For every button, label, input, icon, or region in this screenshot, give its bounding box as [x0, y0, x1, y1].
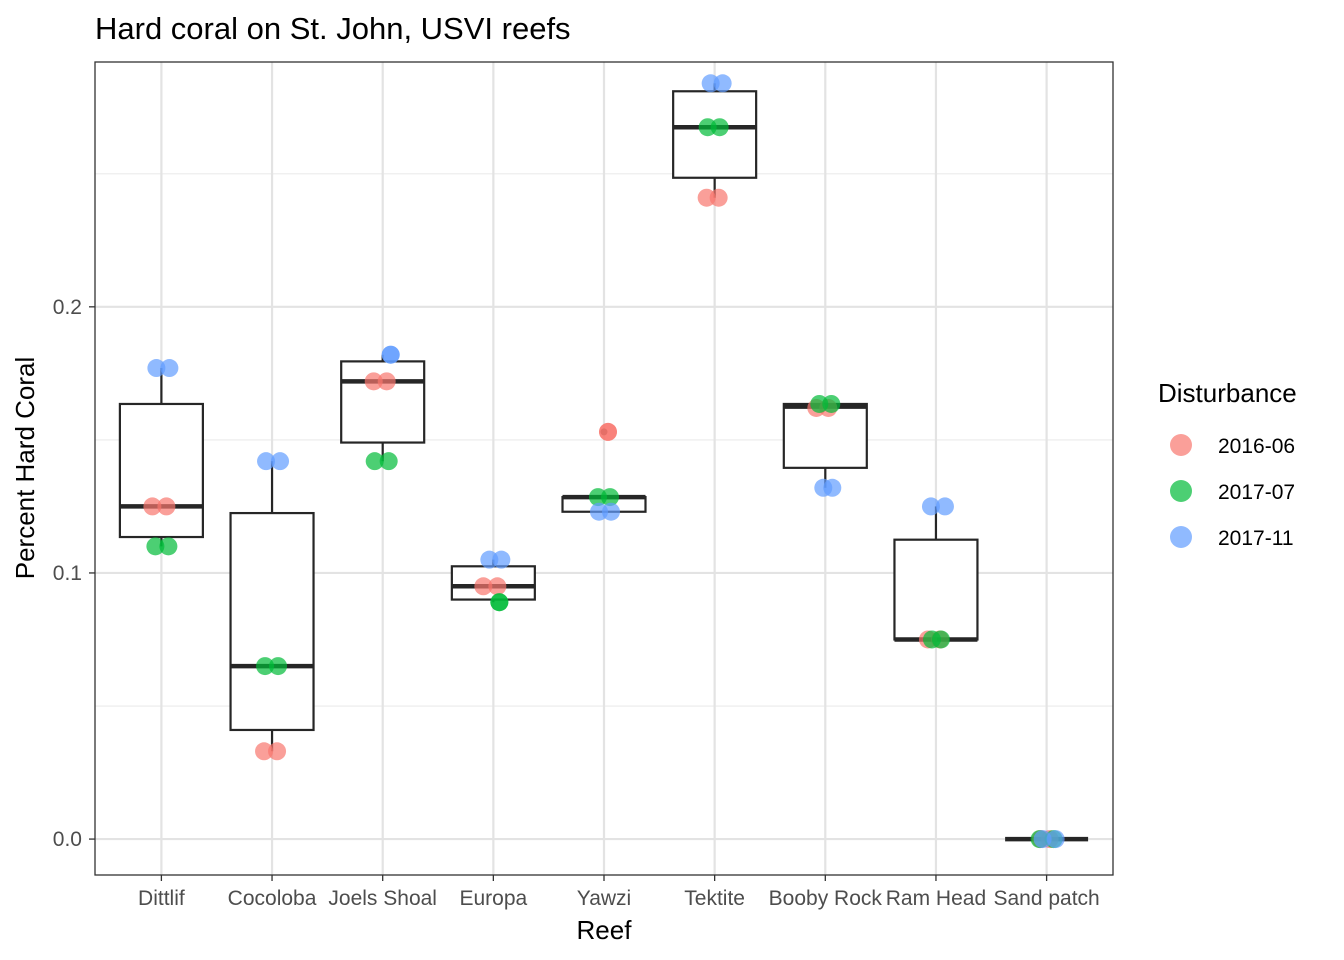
data-point-2017-07 [146, 537, 165, 556]
data-point-2017-11 [935, 497, 954, 516]
data-point-2017-07 [822, 394, 841, 413]
data-point-2017-07 [159, 537, 178, 556]
legend-label: 2017-11 [1218, 527, 1294, 550]
x-tick-label: Europa [459, 887, 527, 910]
legend-label: 2017-07 [1218, 481, 1295, 504]
data-point-2017-11 [147, 359, 166, 378]
x-axis-title: Reef [577, 915, 633, 945]
data-point-2017-11 [160, 359, 179, 378]
data-point-2017-11 [823, 478, 842, 497]
data-point-2016-06 [709, 188, 728, 207]
data-point-2016-06 [599, 422, 617, 441]
point-layer [143, 74, 1065, 849]
box-iqr [893, 538, 979, 641]
data-point-2017-11 [713, 74, 732, 93]
legend-item: 2016-06 [1170, 434, 1295, 458]
data-point-2016-06 [143, 497, 162, 516]
x-tick-label: Tektite [684, 887, 745, 910]
grid-lines [95, 62, 1113, 875]
legend-key [1170, 480, 1192, 502]
box-dittlif [118, 368, 204, 547]
y-axis-title: Percent Hard Coral [10, 357, 40, 580]
box-joels-shoal [340, 354, 426, 462]
data-point-2016-06 [157, 497, 176, 516]
y-tick-label: 0.1 [53, 562, 82, 585]
y-tick-label: 0.2 [53, 296, 82, 319]
data-point-2017-11 [1046, 830, 1065, 849]
x-tick-label: Cocoloba [228, 887, 317, 910]
x-tick-label: Sand patch [993, 887, 1099, 910]
legend-key [1170, 434, 1192, 456]
chart-title: Hard coral on St. John, USVI reefs [95, 11, 571, 46]
data-point-2017-11 [921, 497, 940, 516]
data-point-2017-11 [492, 550, 511, 569]
data-point-2017-07 [269, 657, 288, 676]
legend-label: 2016-06 [1218, 435, 1295, 458]
data-point-2017-07 [601, 488, 619, 507]
data-point-2017-07 [365, 452, 384, 471]
box-cocoloba [229, 461, 315, 752]
data-point-2017-07 [379, 452, 398, 471]
box-iqr [118, 402, 204, 539]
legend-item: 2017-07 [1170, 480, 1295, 504]
data-point-2017-07 [490, 593, 509, 612]
data-point-2017-07 [710, 118, 729, 137]
x-tick-label: Yawzi [577, 887, 631, 910]
data-point-2017-11 [271, 452, 290, 471]
x-tick-label: Dittlif [138, 887, 185, 910]
box-iqr [340, 360, 426, 444]
data-point-2016-06 [268, 742, 287, 761]
axes: 0.0 0.1 0.2 Dittlif Cocoloba Joels Shoal Europ… [53, 296, 1100, 910]
data-point-2017-11 [602, 502, 620, 521]
data-point-2017-11 [257, 452, 276, 471]
x-tick-label: Ram Head [886, 887, 986, 910]
data-point-2017-11 [1033, 830, 1052, 849]
data-point-2017-07 [931, 630, 950, 649]
y-tick-label: 0.0 [53, 828, 82, 851]
x-tick-label: Joels Shoal [328, 887, 437, 910]
data-point-2016-06 [488, 577, 507, 596]
data-point-2017-07 [256, 657, 275, 676]
data-point-2016-06 [364, 372, 383, 391]
legend: Disturbance 2016-06 2017-07 2017-11 [1158, 378, 1297, 550]
data-point-2016-06 [377, 372, 396, 391]
data-point-2016-06 [474, 577, 493, 596]
legend-key [1170, 526, 1192, 548]
legend-title: Disturbance [1158, 378, 1297, 408]
legend-item: 2017-11 [1170, 526, 1294, 550]
box-ram-head [893, 506, 979, 642]
data-point-2016-06 [255, 742, 274, 761]
data-point-2017-11 [381, 345, 400, 364]
x-tick-label: Booby Rock [769, 887, 883, 910]
box-iqr [229, 511, 315, 732]
